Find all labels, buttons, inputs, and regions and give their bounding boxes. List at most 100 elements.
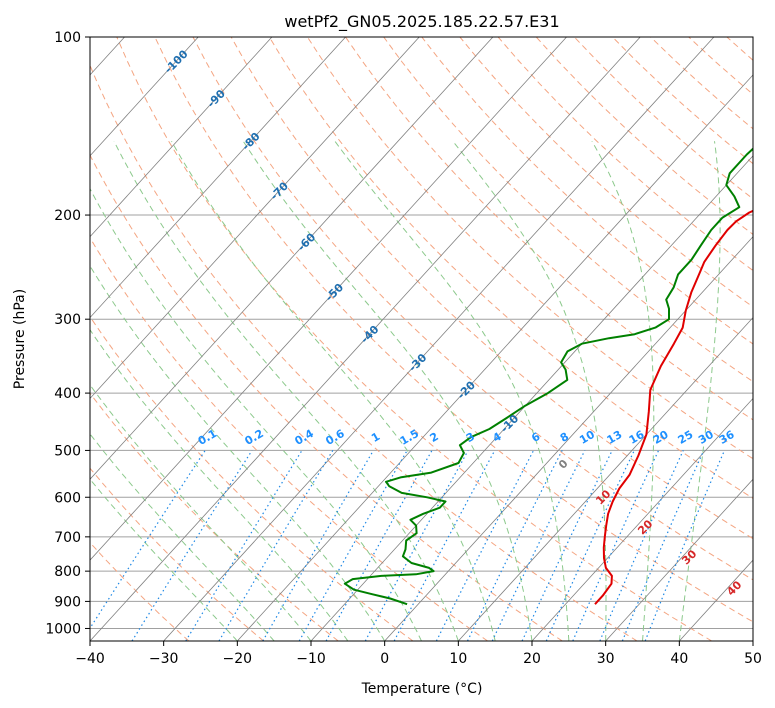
isotherm-line xyxy=(752,640,753,641)
dry-adiabat-line xyxy=(192,37,753,581)
y-tick-label: 600 xyxy=(54,490,81,506)
x-axis-label: Temperature (°C) xyxy=(361,681,483,697)
isotherm-line xyxy=(90,37,273,238)
mixing-ratio-label: 36 xyxy=(717,428,737,447)
y-axis-label: Pressure (hPa) xyxy=(12,289,28,389)
plot-frame xyxy=(89,36,754,642)
mixing-ratio-line xyxy=(599,450,684,641)
isotherm-line xyxy=(90,37,199,157)
dry-adiabat-line xyxy=(383,37,753,383)
y-tick-label: 200 xyxy=(54,208,81,224)
y-tick-label: 100 xyxy=(54,30,81,46)
isotherm-line xyxy=(90,37,346,319)
isotherm-line xyxy=(90,37,494,480)
x-tick-label: 30 xyxy=(597,651,615,667)
mixing-ratio-label: 0.6 xyxy=(323,427,347,448)
mixing-ratio-label: 10 xyxy=(577,428,597,447)
x-tick-label: −10 xyxy=(296,651,326,667)
temperature-profile xyxy=(594,209,753,605)
background-lines xyxy=(90,37,753,641)
mixing-ratio-line xyxy=(218,450,334,641)
moist-adiabat-line xyxy=(171,140,496,641)
mixing-ratio-line xyxy=(621,450,705,641)
moist-adiabat-line xyxy=(334,140,570,641)
isotherm-line xyxy=(163,37,715,641)
dry-adiabat-line xyxy=(268,37,753,499)
x-tick-label: 0 xyxy=(380,651,389,667)
isotherm-line xyxy=(90,37,420,400)
mixing-ratio-line xyxy=(90,450,206,630)
y-tick-label: 300 xyxy=(54,312,81,328)
dry-adiabat-line xyxy=(90,64,638,641)
dry-adiabat-label: 10 xyxy=(593,487,613,507)
isotherm-line xyxy=(458,316,753,641)
x-tick-label: −30 xyxy=(149,651,179,667)
dry-adiabat-label: 0 xyxy=(556,457,571,472)
mixing-ratio-line xyxy=(545,450,635,641)
x-tick-label: 10 xyxy=(449,651,467,667)
y-tick-label: 700 xyxy=(54,530,81,546)
mixing-ratio-label: 6 xyxy=(529,430,542,445)
dry-adiabat-line xyxy=(230,37,753,540)
mixing-ratio-label: 25 xyxy=(676,428,696,447)
moist-adiabat-line xyxy=(90,384,312,641)
dry-adiabat-label: 30 xyxy=(679,547,699,567)
isotherm-label: -100 xyxy=(162,47,191,76)
y-tick-label: 900 xyxy=(54,594,81,610)
mixing-ratio-line xyxy=(262,450,374,641)
dry-adiabat-line xyxy=(535,37,753,236)
dry-adiabat-label: 40 xyxy=(724,578,744,598)
dry-adiabat-line xyxy=(90,236,488,641)
dry-adiabat-line xyxy=(90,153,563,641)
x-tick-label: 40 xyxy=(670,651,688,667)
isotherm-line xyxy=(679,559,753,641)
mixing-ratio-label: 0.2 xyxy=(243,427,266,448)
mixing-ratio-line xyxy=(644,450,726,641)
dry-adiabat-line xyxy=(90,541,190,641)
dry-adiabat-line xyxy=(306,37,753,460)
mixing-ratio-label: 8 xyxy=(558,430,571,445)
x-tick-label: −40 xyxy=(75,651,105,667)
chart-title: wetPf2_GN05.2025.185.22.57.E31 xyxy=(284,12,559,32)
mixing-ratio-label: 0.1 xyxy=(196,427,219,448)
dry-adiabat-line xyxy=(421,37,753,345)
moist-adiabat-line xyxy=(452,140,607,641)
x-tick-label: 20 xyxy=(523,651,541,667)
mixing-ratio-line xyxy=(491,450,586,641)
dry-adiabat-line xyxy=(90,315,414,641)
isotherm-line xyxy=(90,37,641,641)
isotherm-line xyxy=(384,236,753,641)
dry-adiabat-label: 20 xyxy=(635,517,655,537)
x-tick-label: 50 xyxy=(744,651,762,667)
dry-adiabat-line xyxy=(154,37,753,623)
moist-adiabat-line xyxy=(90,433,275,641)
mixing-ratio-line xyxy=(298,450,408,641)
moist-adiabat-line xyxy=(678,141,721,641)
mixing-ratio-line xyxy=(393,450,496,641)
y-tick-label: 400 xyxy=(54,386,81,402)
mixing-ratio-label: 1.5 xyxy=(398,427,421,448)
mixing-ratio-line xyxy=(466,450,563,641)
moist-adiabat-line xyxy=(113,140,459,641)
y-tick-label: 500 xyxy=(54,443,81,459)
isotherm-line xyxy=(605,478,753,641)
axis-ticks: −40 −30 −20 −10 0 10 20 30 40 5010020030040050060… xyxy=(45,30,762,667)
mixing-ratio-line xyxy=(521,450,613,641)
mixing-ratio-line xyxy=(572,450,660,641)
isotherm-line xyxy=(237,74,753,641)
dry-adiabat-line xyxy=(650,37,753,130)
mixing-ratio-line xyxy=(185,450,303,641)
dewpoint-profile xyxy=(343,147,753,606)
isotherm-line xyxy=(531,397,753,641)
dry-adiabat-line xyxy=(459,37,753,308)
y-tick-label: 1000 xyxy=(45,621,81,637)
mixing-ratio-label: 1 xyxy=(369,430,382,445)
isotherm-line xyxy=(90,37,567,561)
x-tick-label: −20 xyxy=(223,651,253,667)
mixing-ratio-label: 30 xyxy=(696,428,716,447)
mixing-ratio-label: 3 xyxy=(464,430,477,445)
isotherm-line xyxy=(310,155,753,641)
mixing-ratio-line xyxy=(364,450,469,641)
mixing-ratio-label: 13 xyxy=(605,428,625,447)
